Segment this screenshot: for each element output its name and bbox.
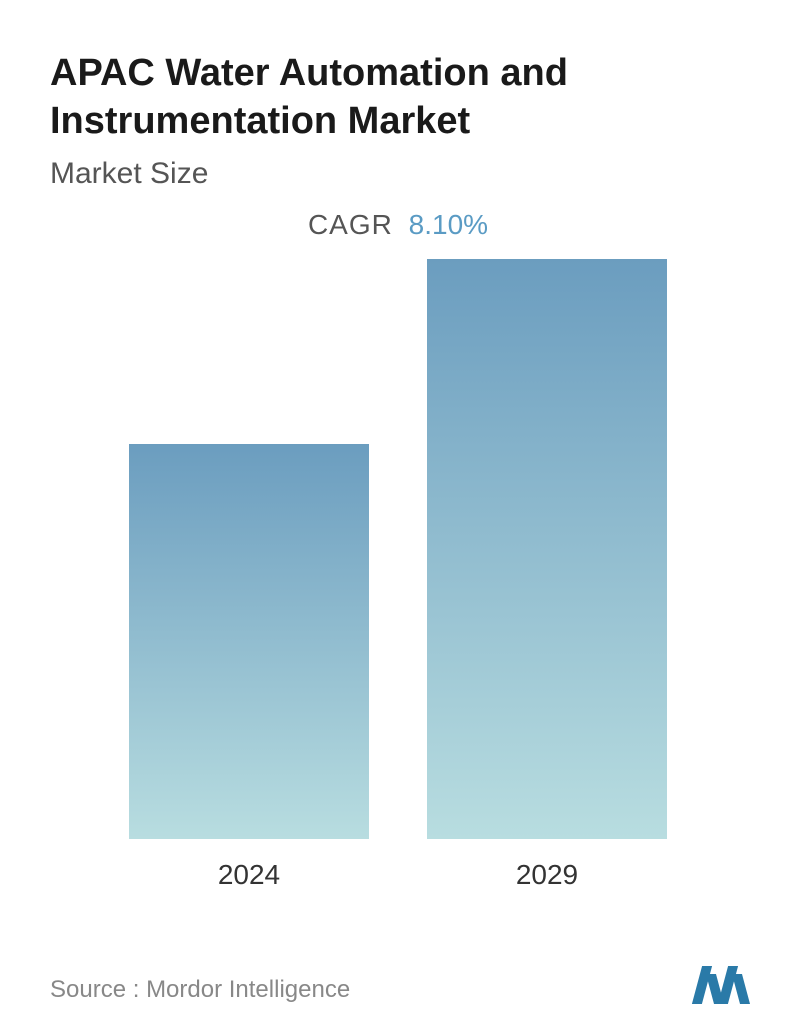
chart-title: APAC Water Automation and Instrumentatio…	[50, 50, 746, 145]
bar-2029-label: 2029	[516, 859, 578, 891]
bar-2029: 2029	[427, 259, 667, 891]
cagr-value: 8.10%	[409, 209, 488, 240]
cagr-row: CAGR 8.10%	[50, 209, 746, 241]
logo-stroke	[732, 974, 750, 1004]
source-label: Source :	[50, 976, 139, 1003]
bar-2024: 2024	[129, 444, 369, 891]
cagr-label: CAGR	[308, 209, 393, 240]
bar-2024-label: 2024	[218, 859, 280, 891]
bar-2024-rect	[129, 444, 369, 839]
source-text: Source : Mordor Intelligence	[50, 976, 350, 1004]
bar-chart: 2024 2029	[50, 291, 746, 891]
footer: Source : Mordor Intelligence	[50, 966, 746, 1004]
chart-subtitle: Market Size	[50, 157, 746, 191]
bar-2029-rect	[427, 259, 667, 839]
source-name: Mordor Intelligence	[146, 976, 350, 1003]
mordor-logo-icon	[697, 966, 746, 1004]
